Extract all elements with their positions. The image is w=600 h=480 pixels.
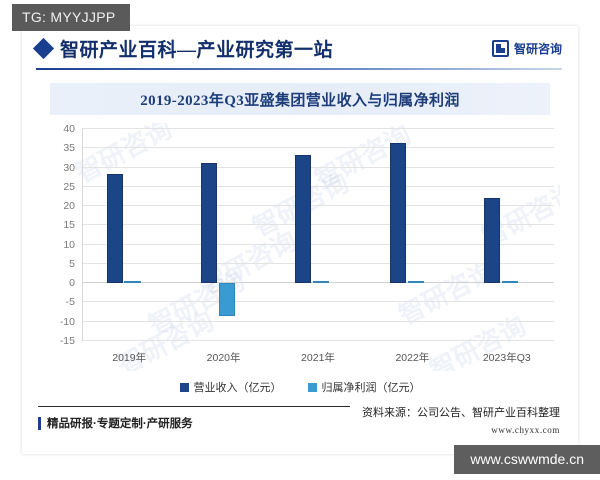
gridline — [82, 340, 554, 341]
chart-legend: 营业收入（亿元） 归属净利润（亿元） — [22, 377, 578, 397]
x-axis-tick-label: 2023年Q3 — [482, 352, 531, 364]
category-group: 2022年 — [365, 129, 459, 364]
footer-services: 精品研报·专题定制·产研服务 — [38, 415, 193, 431]
y-axis-tick-label: 35 — [63, 142, 75, 155]
brand-logo-text: 智研咨询 — [513, 41, 562, 56]
bar-profit[interactable] — [313, 280, 330, 284]
zhiyan-logo-icon — [491, 39, 509, 57]
category-group: 2020年 — [176, 129, 270, 364]
header-title: 智研产业百科—产业研究第一站 — [60, 39, 334, 61]
bar-profit[interactable] — [218, 283, 235, 317]
chart-container: 智研咨询智研咨询智研咨询智研咨询智研咨询智研咨询智研咨询智研咨询智研咨询 403… — [40, 123, 560, 371]
gridline — [82, 320, 554, 322]
x-axis-tick-label: 2019年 — [112, 352, 147, 364]
brand-logo: 智研咨询 — [491, 39, 562, 57]
chart-title-band: 2019-2023年Q3亚盛集团营业收入与归属净利润 — [50, 83, 550, 115]
bar-revenue[interactable] — [484, 197, 501, 284]
gridline — [82, 185, 554, 187]
plot-area: 40 35 30 25 20 15 10 5 0 -5 -10 -15 2019年 2020年 2021年 2… — [60, 123, 554, 364]
y-axis-line — [82, 129, 83, 341]
footer-divider — [38, 406, 350, 407]
bar-revenue[interactable] — [389, 143, 406, 284]
source-text: 资料来源：公司公告、智研产业百科整理 — [362, 407, 560, 419]
gridline — [82, 205, 554, 207]
y-axis-tick-label: 25 — [63, 180, 75, 193]
footer-source: 资料来源：公司公告、智研产业百科整理 www.chyxx.com — [362, 404, 560, 435]
y-axis-tick-label: 30 — [63, 161, 75, 174]
header-divider — [36, 68, 562, 70]
bar-revenue[interactable] — [200, 162, 217, 284]
y-axis-tick-label: -10 — [59, 315, 75, 328]
site-watermark: www.cswwmde.cn — [454, 445, 600, 474]
footer-accent-bar — [38, 416, 41, 430]
bar-profit[interactable] — [407, 280, 424, 284]
y-axis-tick-label: -15 — [59, 335, 75, 347]
y-axis-tick-label: 5 — [69, 257, 75, 270]
category-group: 2019年 — [82, 129, 176, 364]
bar-profit[interactable] — [502, 281, 519, 284]
y-axis-tick-label: 15 — [63, 219, 75, 232]
y-axis-tick-label: 40 — [63, 123, 75, 135]
y-axis-tick-label: -5 — [65, 296, 75, 309]
source-url[interactable]: www.chyxx.com — [491, 425, 560, 435]
card-footer: 精品研报·专题定制·产研服务 资料来源：公司公告、智研产业百科整理 www.ch… — [22, 398, 578, 454]
legend-swatch — [307, 382, 317, 392]
bar-profit[interactable] — [124, 280, 141, 284]
gridline — [82, 147, 554, 149]
category-group: 2021年 — [271, 129, 365, 364]
report-card: 智研产业百科—产业研究第一站 智研咨询 2019-2023年Q3亚盛集团营业收入… — [22, 26, 578, 454]
legend-item[interactable]: 归属净利润（亿元） — [307, 379, 421, 395]
gridline — [82, 128, 554, 129]
gridline — [82, 166, 554, 168]
diamond-icon — [32, 37, 55, 59]
y-axis-tick-label: 0 — [69, 277, 75, 290]
footer-services-text: 精品研报·专题定制·产研服务 — [47, 418, 193, 430]
legend-label: 归属净利润（亿元） — [321, 382, 421, 394]
gridline — [82, 224, 554, 226]
bar-revenue[interactable] — [295, 155, 312, 284]
y-axis-tick-label: 10 — [63, 238, 75, 251]
tg-watermark: TG: MYYJJPP — [12, 4, 130, 31]
gridline — [82, 262, 554, 264]
gridline — [82, 301, 554, 303]
x-axis-tick-label: 2022年 — [395, 352, 430, 364]
legend-label: 营业收入（亿元） — [193, 382, 282, 394]
x-axis-tick-label: 2020年 — [206, 352, 241, 364]
bar-revenue[interactable] — [106, 173, 123, 284]
category-group: 2023年Q3 — [460, 129, 554, 364]
x-axis-tick-label: 2021年 — [301, 352, 335, 364]
gridline — [82, 243, 554, 245]
y-axis-tick-label: 20 — [63, 200, 75, 213]
legend-swatch — [179, 382, 189, 392]
card-header: 智研产业百科—产业研究第一站 智研咨询 — [22, 26, 578, 70]
chart-title: 2019-2023年Q3亚盛集团营业收入与归属净利润 — [140, 92, 460, 109]
legend-item[interactable]: 营业收入（亿元） — [179, 379, 282, 395]
